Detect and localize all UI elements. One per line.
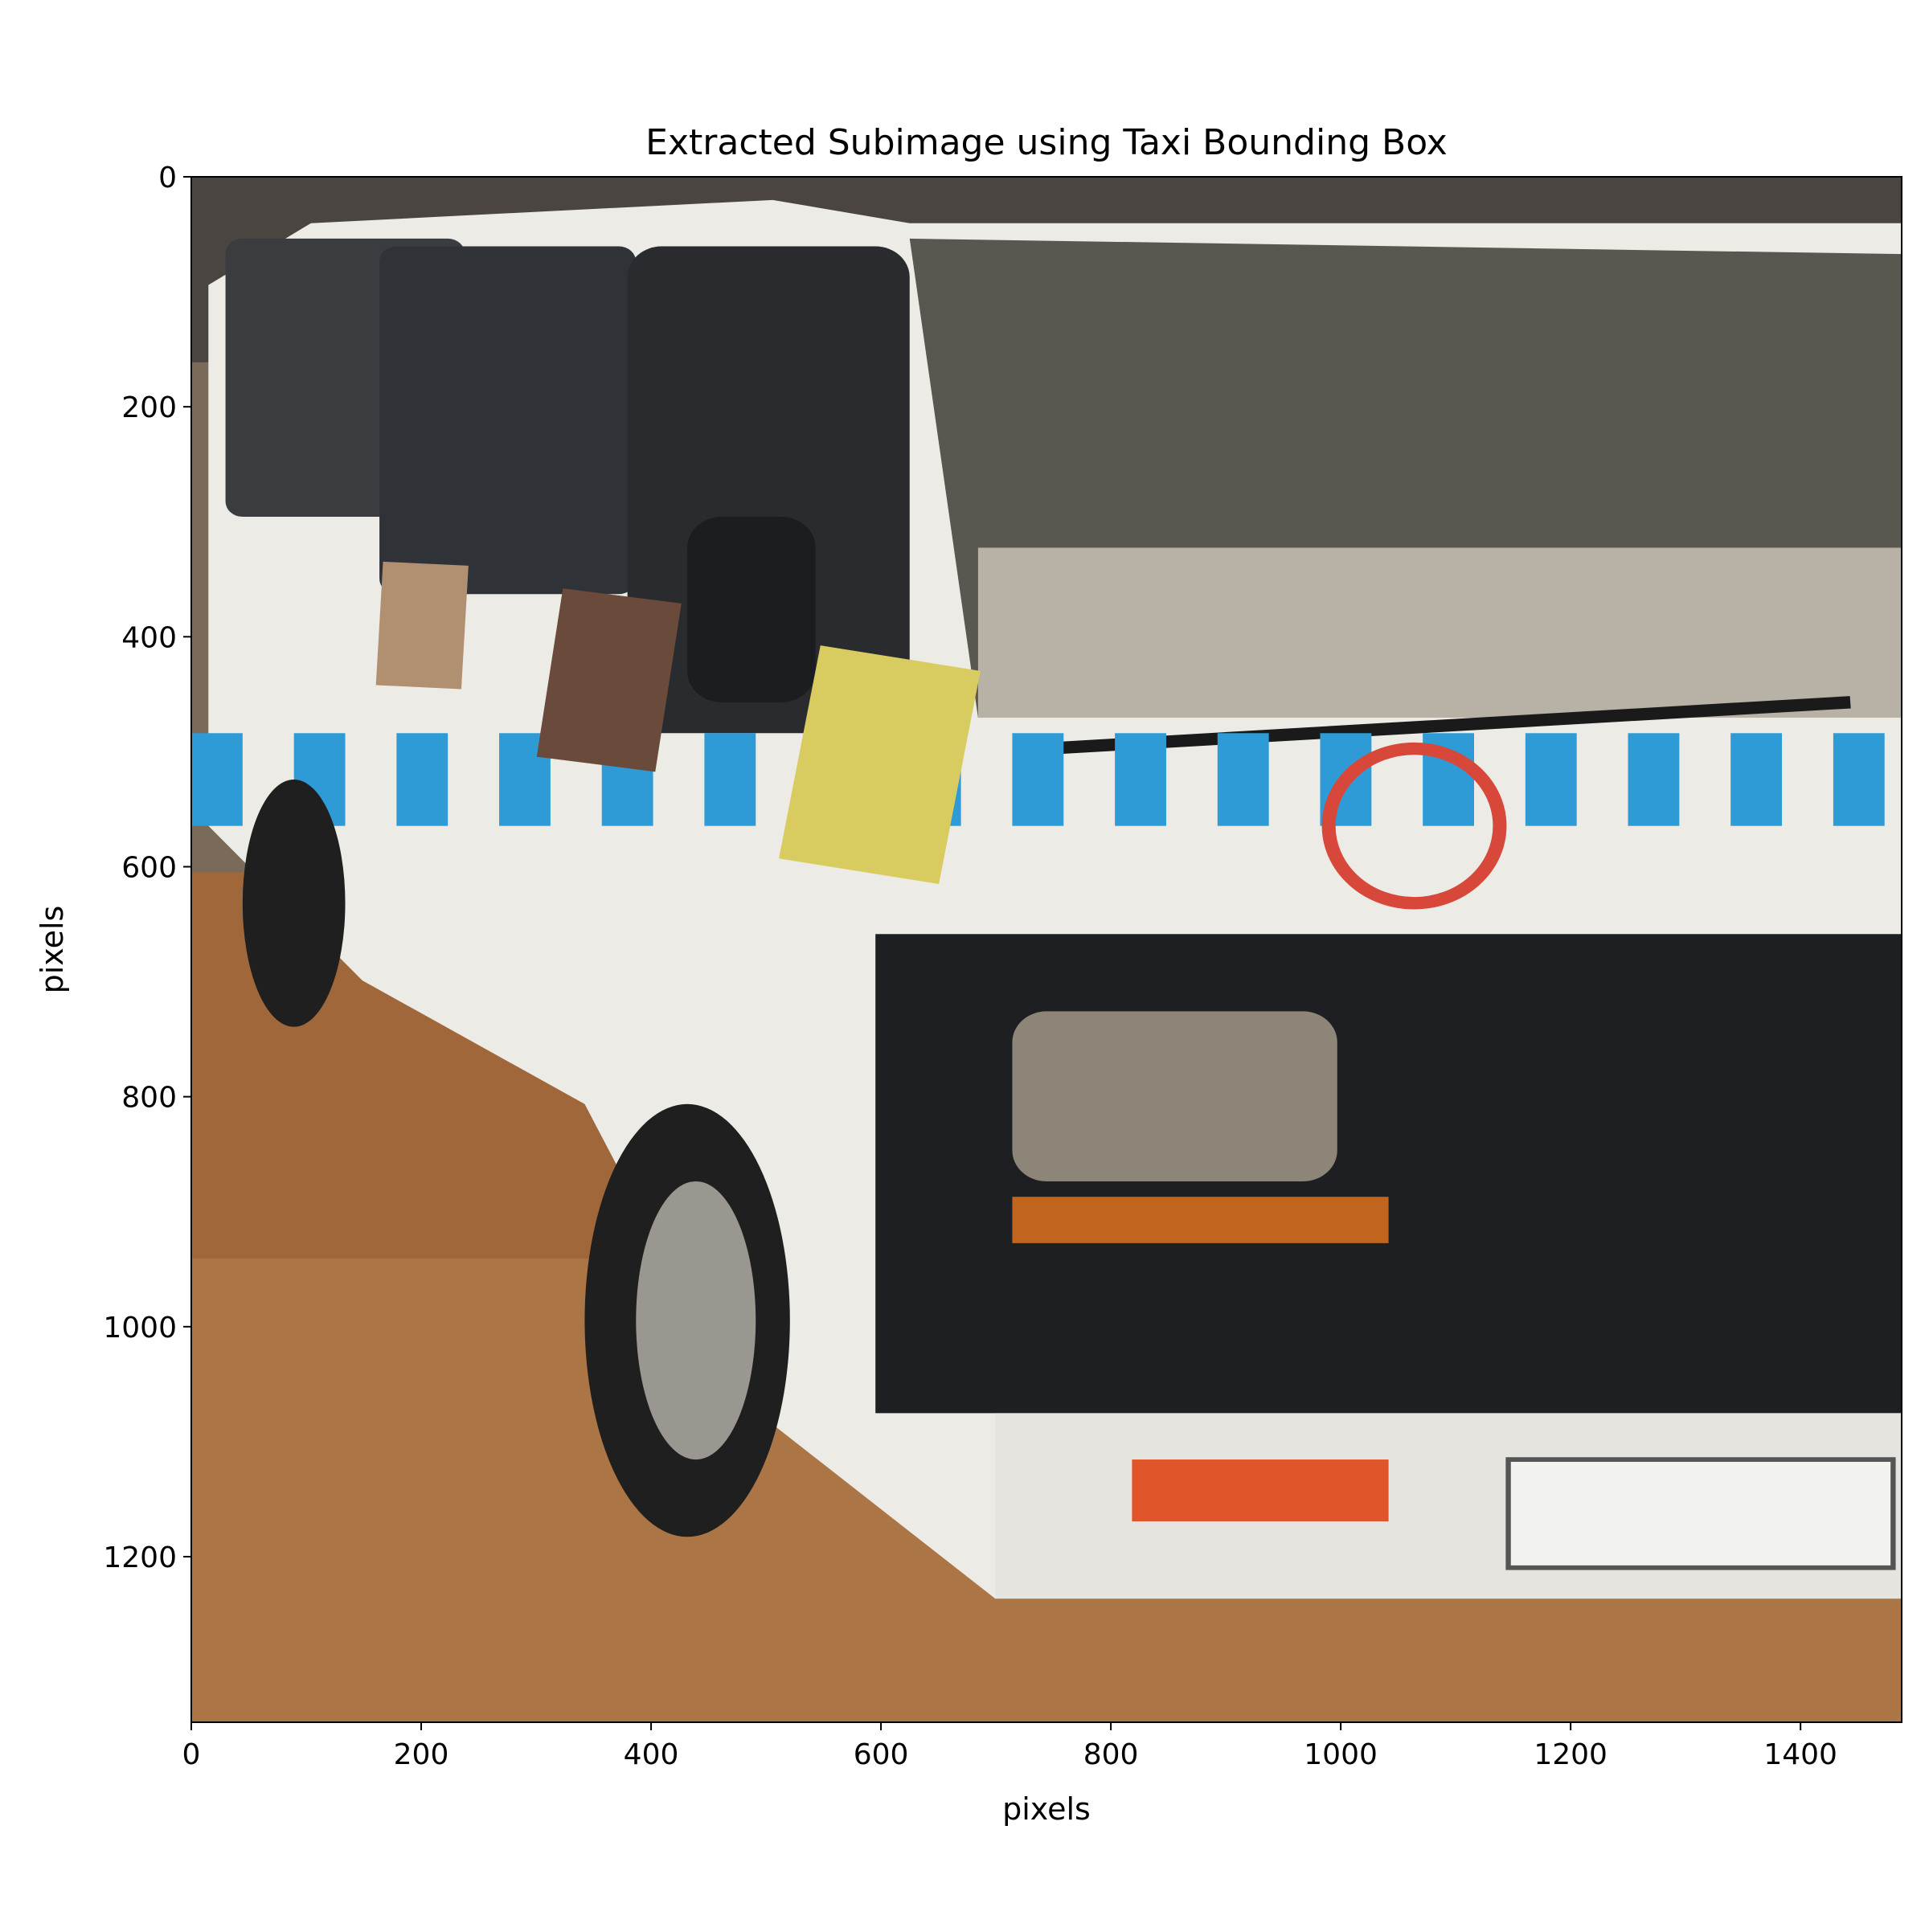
- side-mirror: [687, 517, 816, 702]
- headlight: [1012, 1011, 1337, 1181]
- number-plate: [1505, 1457, 1896, 1570]
- chart-title: Extracted Subimage using Taxi Bounding B…: [645, 122, 1448, 163]
- sticker: [375, 561, 469, 690]
- photo: [191, 177, 1902, 1722]
- x-axis-label: pixels: [1002, 1791, 1091, 1827]
- x-tick-label: 600: [854, 1738, 909, 1771]
- sticker: [779, 645, 981, 885]
- dashboard-cover: [977, 547, 1902, 718]
- y-tick-label: 1000: [103, 1312, 177, 1345]
- x-tick-label: 1200: [1534, 1738, 1608, 1771]
- y-tick-label: 200: [121, 391, 177, 424]
- y-tick-label: 1200: [103, 1541, 177, 1574]
- x-tick-label: 400: [624, 1738, 679, 1771]
- x-tick-label: 800: [1083, 1738, 1139, 1771]
- rear-wheel: [242, 779, 346, 1027]
- reflector: [1132, 1459, 1389, 1522]
- y-tick-label: 600: [121, 851, 177, 884]
- x-tick-label: 0: [182, 1738, 201, 1771]
- x-tick-label: 200: [394, 1738, 449, 1771]
- y-axis-label: pixels: [35, 906, 70, 994]
- sticker: [536, 588, 682, 772]
- y-tick-label: 400: [121, 621, 177, 654]
- side-window: [379, 246, 637, 595]
- indicator: [1012, 1197, 1389, 1243]
- axes-frame: [190, 176, 1902, 1723]
- blue-stripe: [191, 733, 1902, 826]
- x-tick-label: 1400: [1763, 1738, 1837, 1771]
- front-hub: [636, 1181, 756, 1460]
- y-tick-label: 800: [121, 1082, 177, 1115]
- route-badge: [1321, 742, 1507, 910]
- x-tick-label: 1000: [1304, 1738, 1378, 1771]
- y-tick-label: 0: [158, 162, 177, 194]
